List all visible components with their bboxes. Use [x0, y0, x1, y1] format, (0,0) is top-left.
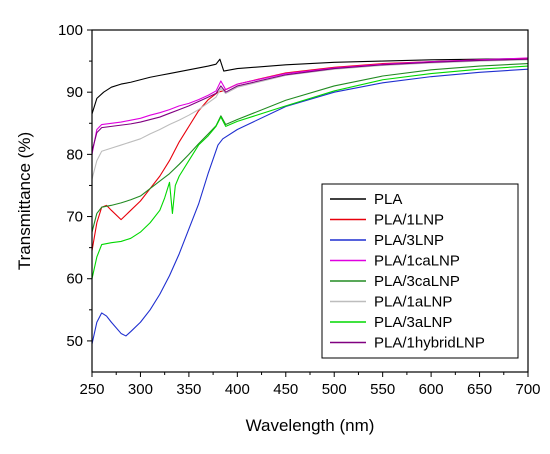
y-tick-label: 70: [66, 209, 83, 226]
x-tick-label: 350: [176, 381, 201, 398]
legend-label: PLA/3caLNP: [374, 273, 460, 290]
series-layer: [92, 57, 528, 345]
legend: PLA PLA/1LNP PLA/3LNP PLA/1caLNP PLA/3caLNP P…: [321, 183, 519, 359]
y-axis-title: Transmittance (%): [15, 132, 34, 270]
series-line-pla-1calnp: [92, 57, 528, 155]
x-tick-label: 250: [79, 381, 104, 398]
x-axis-title: Wavelength (nm): [246, 416, 375, 435]
y-tick-label: 90: [66, 84, 83, 101]
x-tick-label: 450: [273, 381, 298, 398]
legend-label: PLA/3LNP: [374, 232, 444, 249]
series-line-pla-3calnp: [92, 63, 528, 233]
series-line-pla-1lnp: [92, 58, 528, 251]
legend-label: PLA/1hybridLNP: [374, 335, 485, 352]
series-line-pla-3alnp: [92, 65, 528, 279]
x-tick-label: 400: [225, 381, 250, 398]
x-tick-label: 600: [419, 381, 444, 398]
x-tick-label: 700: [515, 381, 540, 398]
y-tick-label: 100: [58, 22, 83, 39]
x-tick-label: 300: [128, 381, 153, 398]
y-tick-label: 80: [66, 146, 83, 163]
legend-label: PLA/1caLNP: [374, 253, 460, 270]
legend-label: PLA: [374, 191, 402, 208]
legend-label: PLA/3aLNP: [374, 314, 452, 331]
y-tick-label: 50: [66, 333, 83, 350]
series-line-pla-3lnp: [92, 68, 528, 345]
legend-label: PLA/1aLNP: [374, 294, 452, 311]
legend-label: PLA/1LNP: [374, 212, 444, 229]
series-line-pla-1hybridlnp: [92, 58, 528, 152]
axes-layer: 250 300 350 400 450 500 550 600 650 700 50 60 70 80 90…: [58, 22, 541, 398]
x-tick-label: 550: [370, 381, 395, 398]
legend-box: [321, 183, 519, 359]
y-tick-label: 60: [66, 271, 83, 288]
x-tick-label: 650: [467, 381, 492, 398]
series-line-pla: [92, 58, 528, 115]
x-tick-label: 500: [322, 381, 347, 398]
series-line-pla-1alnp: [92, 59, 528, 180]
